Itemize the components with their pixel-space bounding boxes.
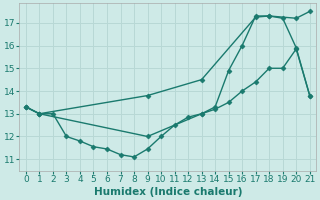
X-axis label: Humidex (Indice chaleur): Humidex (Indice chaleur): [93, 187, 242, 197]
